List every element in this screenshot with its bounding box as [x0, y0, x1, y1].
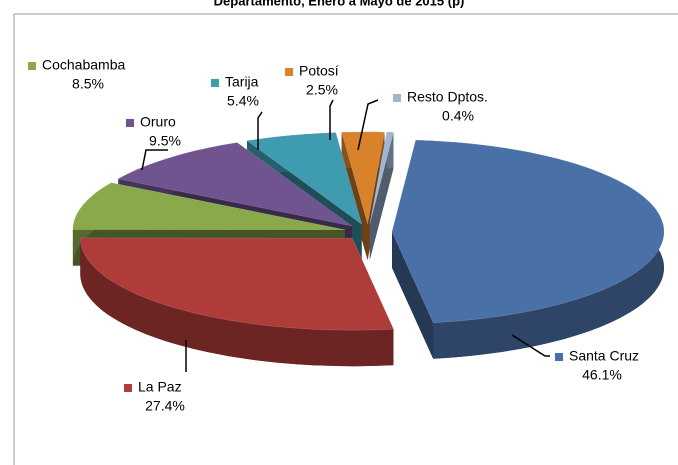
- slice: [72, 182, 345, 231]
- legend-swatch: [285, 68, 293, 76]
- legend-swatch: [211, 79, 219, 87]
- leader-line: [511, 334, 550, 357]
- pie: [72, 131, 665, 367]
- labels: Santa Cruz 46.1% La Paz 27.4% Cochabamba 8.5%…: [28, 57, 639, 414]
- value-label: 2.5%: [306, 82, 338, 98]
- legend-swatch: [124, 384, 132, 392]
- slice: [80, 237, 394, 331]
- legend-swatch: [126, 119, 134, 127]
- category-label: Santa Cruz: [569, 348, 639, 364]
- slice: [117, 142, 353, 227]
- leader-line: [329, 99, 334, 140]
- category-label: Oruro: [140, 114, 176, 130]
- legend-swatch: [28, 62, 36, 70]
- value-label: 0.4%: [442, 108, 474, 124]
- slice: [391, 139, 665, 323]
- legend-swatch: [393, 94, 401, 102]
- leader-line: [257, 111, 263, 150]
- slice: [341, 131, 385, 224]
- leader-line: [141, 149, 168, 171]
- chart-title: Departamento, Enero a Mayo de 2015 (p): [214, 0, 465, 8]
- legend-swatch: [555, 353, 563, 361]
- category-label: Tarija: [225, 74, 259, 90]
- value-label: 27.4%: [145, 398, 185, 414]
- value-label: 5.4%: [227, 93, 259, 109]
- category-label: Resto Dptos.: [407, 89, 488, 105]
- category-label: Potosí: [299, 63, 339, 79]
- slice-side: [80, 237, 394, 367]
- leader-line: [357, 99, 379, 151]
- value-label: 8.5%: [72, 76, 104, 92]
- slice: [369, 131, 394, 224]
- value-label: 9.5%: [149, 133, 181, 149]
- category-label: Cochabamba: [42, 57, 125, 73]
- value-label: 46.1%: [582, 367, 622, 383]
- slice-wall: [392, 231, 434, 359]
- slice: [246, 132, 363, 225]
- leader-lines: [141, 99, 550, 372]
- category-label: La Paz: [138, 379, 182, 395]
